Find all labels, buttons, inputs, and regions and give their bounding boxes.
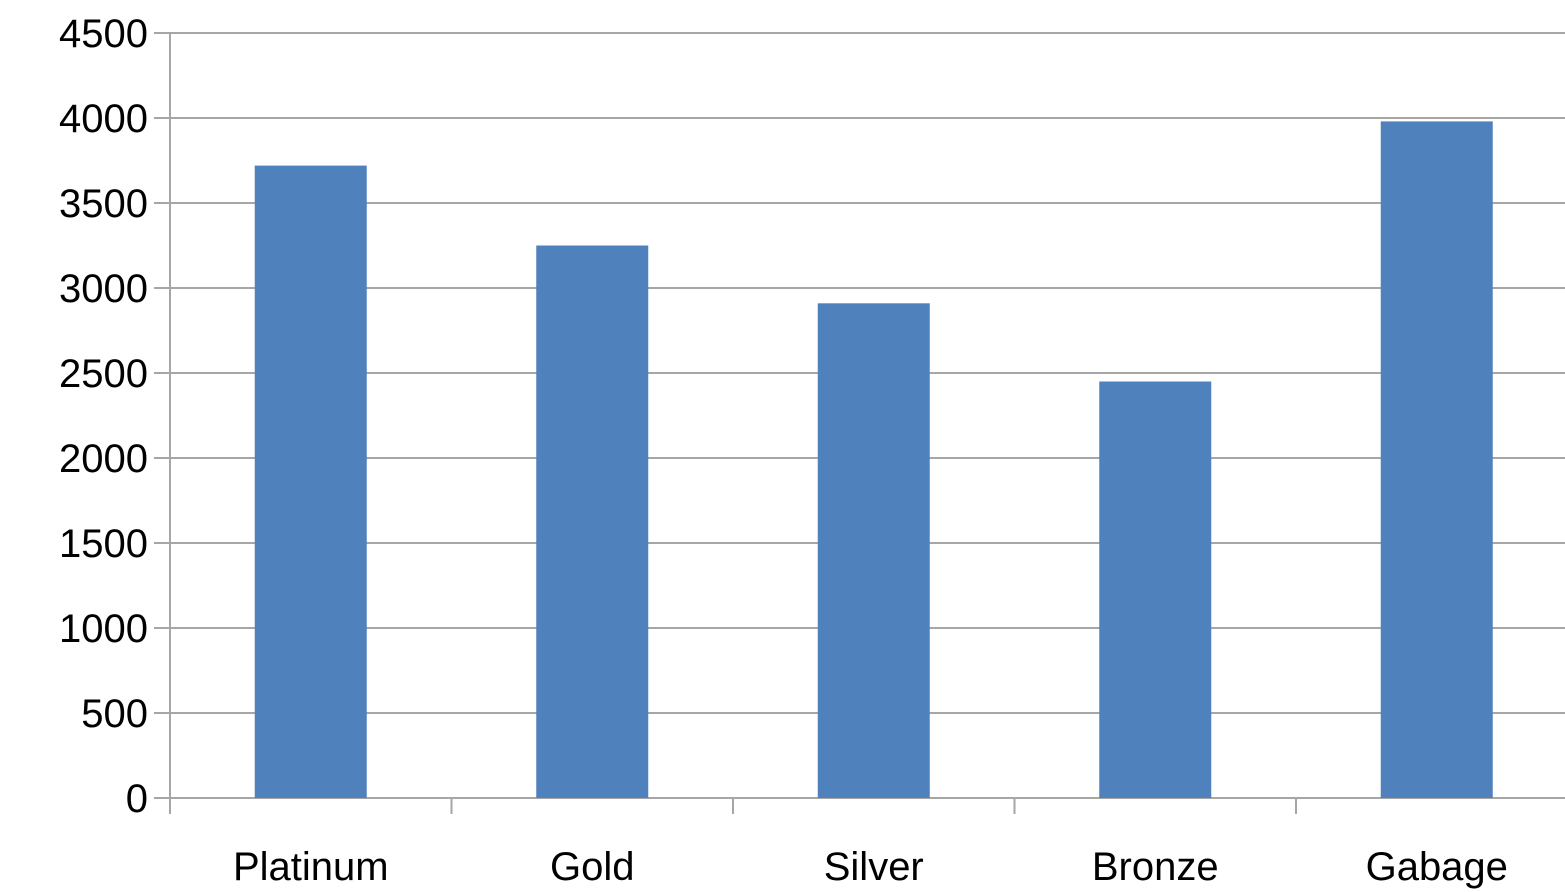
bar-gabage — [1380, 121, 1493, 798]
bar-platinum — [254, 165, 367, 799]
y-tick-label: 3000 — [59, 267, 148, 311]
x-tick-labels: Platinum Gold Silver Bronze Gabage — [233, 845, 1508, 889]
y-tick-label: 1000 — [59, 607, 148, 651]
y-tick-label: 4500 — [59, 12, 148, 56]
y-tick-label: 0 — [126, 777, 148, 821]
y-tick-labels: 0 500 1000 1500 2000 2500 3000 3500 4000 4500 — [59, 12, 148, 821]
bar-silver — [817, 303, 930, 798]
x-tick-label-bronze: Bronze — [1092, 845, 1219, 889]
y-tick-label: 2000 — [59, 437, 148, 481]
y-tick-label: 500 — [81, 692, 148, 736]
bar-gold — [536, 245, 649, 798]
y-tick-label: 3500 — [59, 182, 148, 226]
y-tick-label: 4000 — [59, 97, 148, 141]
x-tick-label-platinum: Platinum — [233, 845, 389, 889]
x-tick-label-gold: Gold — [550, 845, 635, 889]
bar-bronze — [1099, 381, 1212, 798]
x-tick-label-silver: Silver — [824, 845, 924, 889]
y-tick-label: 1500 — [59, 522, 148, 566]
x-tick-label-gabage: Gabage — [1366, 845, 1508, 889]
y-tick-label: 2500 — [59, 352, 148, 396]
bars — [254, 121, 1493, 799]
